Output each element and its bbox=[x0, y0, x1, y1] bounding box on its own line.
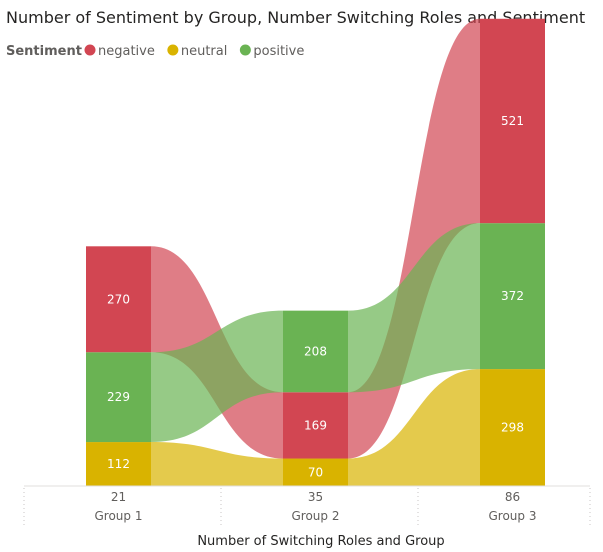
data-label-negative-group-2: 169 bbox=[304, 418, 327, 432]
legend[interactable]: Sentiment negative neutral positive bbox=[6, 44, 304, 59]
bars bbox=[86, 18, 545, 486]
bar-segment-negative-group-3[interactable] bbox=[480, 18, 545, 224]
legend-item-positive[interactable]: positive bbox=[239, 44, 305, 59]
x-axis: 21 Group 1 35 Group 2 86 Group 3 bbox=[23, 485, 591, 526]
bar-labels: 112 229 270 70 169 208 298 372 521 bbox=[107, 114, 524, 479]
bar-segment-negative-group-2[interactable] bbox=[283, 392, 348, 459]
bar-segment-positive-group-3[interactable] bbox=[480, 223, 545, 370]
legend-label-negative: negative bbox=[98, 44, 155, 59]
legend-marker-negative bbox=[84, 44, 96, 56]
tick-label-group-3: Group 3 bbox=[489, 509, 537, 523]
data-label-positive-group-3: 372 bbox=[501, 289, 524, 303]
ribbon-neutral-1-2 bbox=[151, 442, 283, 486]
data-label-negative-group-3: 521 bbox=[501, 114, 524, 128]
tick-label-value-3: 86 bbox=[505, 490, 520, 504]
ribbon-positive-2-3 bbox=[348, 223, 480, 393]
bar-segment-positive-group-2[interactable] bbox=[283, 310, 348, 393]
tick-label-group-1: Group 1 bbox=[95, 509, 143, 523]
bar-segment-neutral-group-1[interactable] bbox=[86, 442, 151, 486]
bar-segment-positive-group-1[interactable] bbox=[86, 352, 151, 443]
ribbon-negative-2-3 bbox=[348, 18, 480, 459]
bar-segment-neutral-group-3[interactable] bbox=[480, 369, 545, 486]
data-label-neutral-group-1: 112 bbox=[107, 457, 130, 471]
data-label-neutral-group-2: 70 bbox=[308, 465, 323, 479]
legend-marker-positive bbox=[239, 44, 251, 56]
legend-item-negative[interactable]: negative bbox=[84, 44, 155, 59]
bar-segment-neutral-group-2[interactable] bbox=[283, 458, 348, 486]
tick-label-group-2: Group 2 bbox=[292, 509, 340, 523]
bar-segment-negative-group-1[interactable] bbox=[86, 246, 151, 353]
legend-item-neutral[interactable]: neutral bbox=[167, 44, 227, 59]
chart-title: Number of Sentiment by Group, Number Swi… bbox=[6, 8, 585, 27]
legend-title: Sentiment bbox=[6, 44, 82, 59]
data-label-positive-group-2: 208 bbox=[304, 344, 327, 358]
ribbons bbox=[151, 18, 480, 486]
data-label-positive-group-1: 229 bbox=[107, 390, 130, 404]
legend-marker-neutral bbox=[167, 44, 179, 56]
x-axis-title: Number of Switching Roles and Group bbox=[197, 534, 444, 549]
ribbon-positive-1-2 bbox=[151, 310, 283, 443]
legend-label-positive: positive bbox=[253, 44, 304, 59]
data-label-neutral-group-3: 298 bbox=[501, 421, 524, 435]
data-label-negative-group-1: 270 bbox=[107, 292, 130, 306]
ribbon-neutral-2-3 bbox=[348, 369, 480, 486]
tick-label-value-2: 35 bbox=[308, 490, 323, 504]
tick-label-value-1: 21 bbox=[111, 490, 126, 504]
legend-label-neutral: neutral bbox=[181, 44, 228, 59]
